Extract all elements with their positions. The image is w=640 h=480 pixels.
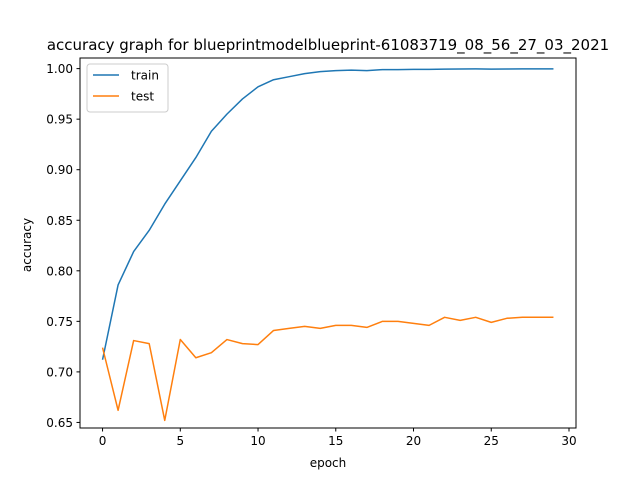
y-tick-label: 0.85 xyxy=(46,214,73,228)
x-tick-label: 25 xyxy=(484,434,499,448)
legend-box xyxy=(86,63,169,113)
x-tick-label: 10 xyxy=(250,434,265,448)
y-tick-label: 1.00 xyxy=(46,62,73,76)
x-tick-label: 30 xyxy=(561,434,576,448)
x-tick-label: 20 xyxy=(406,434,421,448)
plot-area-frame xyxy=(79,57,577,429)
x-axis-ticks: 0 5 10 15 20 25 30 xyxy=(99,428,577,448)
y-tick-label: 0.75 xyxy=(46,315,73,329)
y-tick-label: 0.95 xyxy=(46,113,73,127)
x-axis-label: epoch xyxy=(310,456,347,470)
legend-label-test: test xyxy=(131,90,154,104)
y-axis-ticks: 0.65 0.70 0.75 0.80 0.85 0.90 0.95 1.00 xyxy=(46,62,80,430)
series-line-test xyxy=(101,316,554,422)
series-line-train xyxy=(101,68,554,360)
x-tick-label: 15 xyxy=(328,434,343,448)
y-tick-label: 0.70 xyxy=(46,365,73,379)
chart-title: accuracy graph for blueprintmodelbluepri… xyxy=(47,36,609,55)
y-tick-label: 0.65 xyxy=(46,416,73,430)
series-layer xyxy=(101,68,554,422)
legend: train test xyxy=(86,63,169,113)
x-tick-label: 5 xyxy=(176,434,184,448)
legend-label-train: train xyxy=(131,69,159,83)
y-axis-label: accuracy xyxy=(20,218,34,272)
y-tick-label: 0.80 xyxy=(46,264,73,278)
y-tick-label: 0.90 xyxy=(46,163,73,177)
x-tick-label: 0 xyxy=(99,434,107,448)
